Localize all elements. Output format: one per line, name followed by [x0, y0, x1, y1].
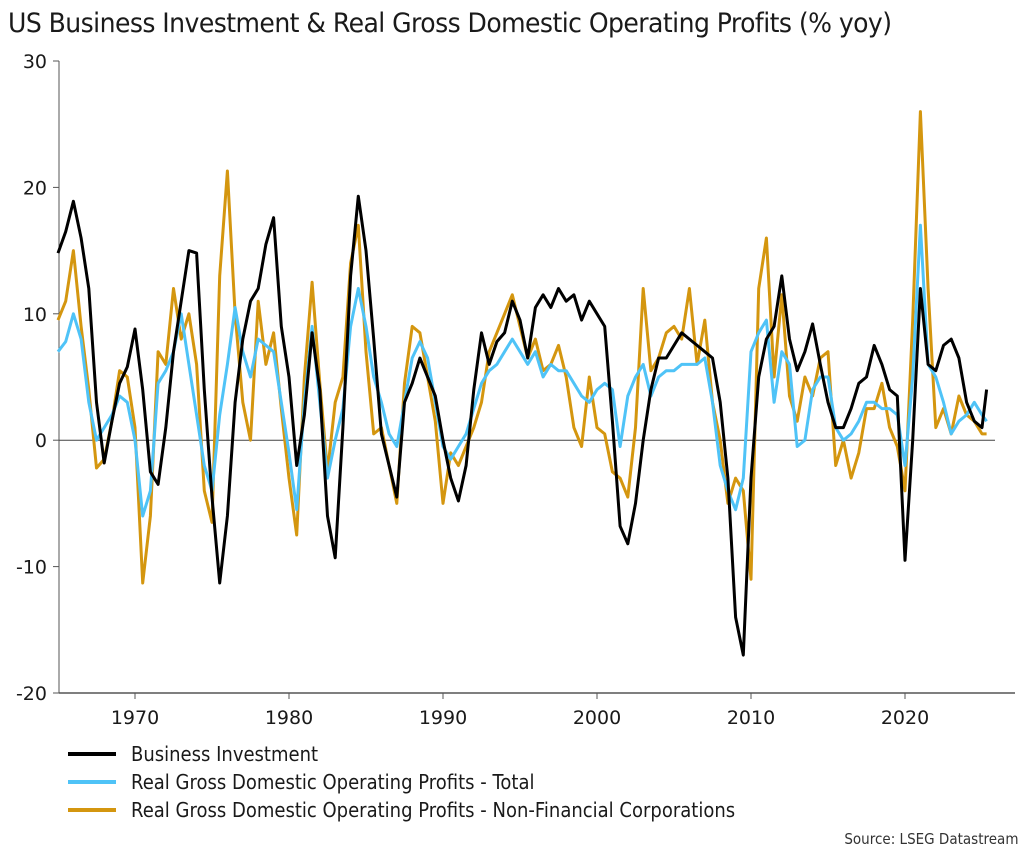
- y-tick-label: -20: [16, 683, 47, 705]
- x-tick-label: 2010: [727, 707, 775, 729]
- legend-item-profits-nonfinancial: Real Gross Domestic Operating Profits - …: [68, 796, 802, 824]
- legend-label: Real Gross Domestic Operating Profits - …: [131, 798, 736, 822]
- x-tick-label: 1970: [111, 707, 159, 729]
- series-line-real-gross-domestic-operating-profits-non-financial-corporations: [56, 110, 987, 585]
- source-note: Source: LSEG Datastream: [843, 830, 1018, 848]
- legend-item-profits-total: Real Gross Domestic Operating Profits - …: [68, 768, 802, 796]
- y-tick-label: 30: [23, 51, 47, 73]
- legend-item-business-investment: Business Investment: [68, 740, 802, 768]
- legend-swatch: [68, 808, 116, 812]
- x-tick-label: 1980: [265, 707, 313, 729]
- y-tick-label: -10: [16, 557, 47, 579]
- x-tick-label: 2020: [881, 707, 929, 729]
- chart-title: US Business Investment & Real Gross Dome…: [8, 8, 892, 39]
- y-tick-label: 20: [23, 177, 47, 199]
- legend-label: Real Gross Domestic Operating Profits - …: [131, 770, 535, 794]
- series-lines: [56, 110, 989, 657]
- y-tick-label: 10: [23, 304, 47, 326]
- legend-swatch: [68, 752, 116, 756]
- y-tick-label: 0: [35, 430, 47, 452]
- legend: Business Investment Real Gross Domestic …: [68, 740, 802, 824]
- legend-label: Business Investment: [131, 742, 319, 766]
- x-tick-label: 1990: [419, 707, 467, 729]
- x-tick-label: 2000: [573, 707, 621, 729]
- series-line-business-investment: [56, 194, 989, 657]
- legend-swatch: [68, 780, 116, 784]
